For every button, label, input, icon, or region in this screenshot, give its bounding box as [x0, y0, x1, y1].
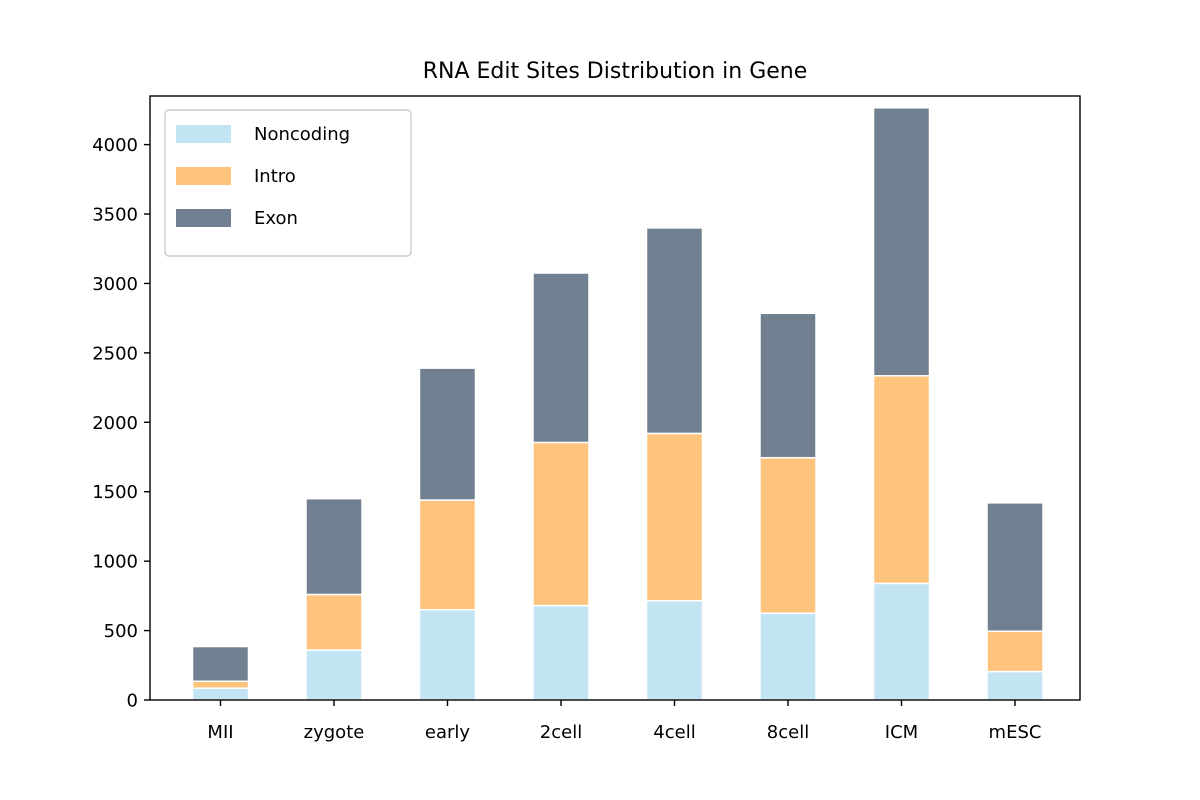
bar-exon-zygote — [305, 497, 363, 596]
legend-label-intro: Intro — [254, 166, 296, 187]
bar-exon-icm — [872, 107, 931, 377]
x-tick-label-2cell: 2cell — [540, 722, 582, 743]
y-tick-label: 3500 — [92, 205, 138, 226]
bar-intro-early — [418, 499, 477, 611]
bar-exon-mii — [191, 645, 250, 683]
x-tick-label-mesc: mESC — [989, 722, 1042, 743]
axes-layer: 0 500 1000 1500 2000 2500 3000 3500 4000 MII zygot… — [92, 95, 1081, 743]
bar-intro-mesc — [986, 630, 1044, 673]
bar-noncoding-zygote — [305, 649, 363, 701]
bar-intro-8cell — [759, 456, 817, 614]
x-tick-label-4cell: 4cell — [653, 722, 695, 743]
bar-intro-zygote — [305, 593, 363, 651]
legend-swatch-intro — [176, 167, 231, 185]
bar-noncoding-icm — [872, 582, 931, 701]
bar-noncoding-2cell — [532, 604, 590, 701]
bar-intro-icm — [872, 375, 931, 585]
bar-exon-4cell — [645, 227, 704, 435]
x-tick-label-early: early — [425, 722, 471, 743]
bar-exon-8cell — [759, 312, 817, 459]
legend-label-exon: Exon — [254, 208, 298, 229]
y-tick-label: 1500 — [92, 482, 138, 503]
bar-noncoding-8cell — [759, 612, 817, 701]
legend-label-noncoding: Noncoding — [254, 124, 350, 145]
x-tick-label-zygote: zygote — [304, 722, 365, 743]
bar-intro-2cell — [532, 441, 590, 607]
y-tick-label: 2500 — [92, 343, 138, 364]
legend: Noncoding Intro Exon — [164, 109, 412, 257]
y-tick-label: 3000 — [92, 274, 138, 295]
y-tick-label: 1000 — [92, 552, 138, 573]
x-tick-label-8cell: 8cell — [767, 722, 809, 743]
bar-noncoding-mii — [191, 687, 250, 701]
chart-title: RNA Edit Sites Distribution in Gene — [423, 59, 808, 84]
x-tick-label-mii: MII — [207, 722, 233, 743]
bar-noncoding-mesc — [986, 670, 1044, 701]
y-tick-label: 2000 — [92, 413, 138, 434]
bar-exon-mesc — [986, 502, 1044, 633]
y-tick-label: 4000 — [92, 135, 138, 156]
bar-exon-2cell — [532, 272, 590, 444]
y-tick-label: 500 — [104, 621, 138, 642]
plot-frame — [149, 95, 1081, 701]
bar-exon-early — [418, 367, 477, 501]
legend-swatch-exon — [176, 209, 231, 227]
bars-layer — [191, 107, 1044, 701]
bar-intro-4cell — [645, 432, 704, 602]
legend-swatch-noncoding — [176, 125, 231, 143]
bar-intro-mii — [191, 680, 250, 689]
x-tick-label-icm: ICM — [885, 722, 918, 743]
bar-noncoding-early — [418, 608, 477, 701]
y-tick-label: 0 — [127, 691, 138, 712]
bar-noncoding-4cell — [645, 599, 704, 701]
